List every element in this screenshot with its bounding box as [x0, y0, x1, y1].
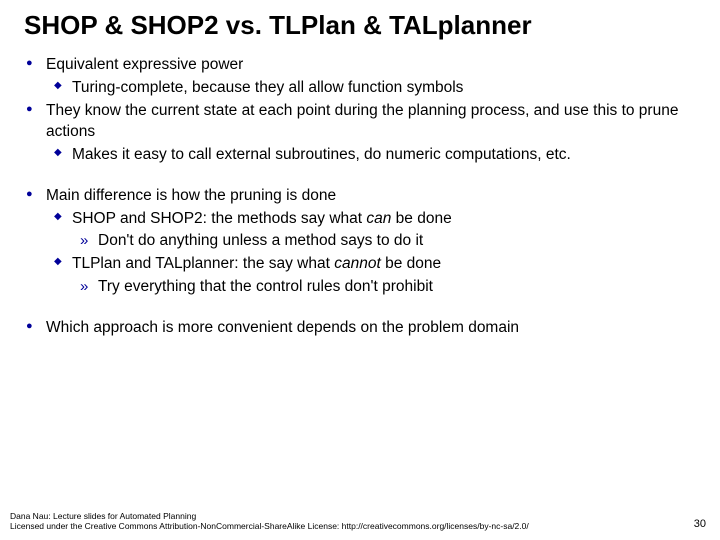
bullet-l3: Try everything that the control rules do… [24, 277, 696, 298]
text: be done [381, 255, 441, 272]
footer-line: Licensed under the Creative Commons Attr… [10, 521, 529, 532]
bullet-l1: Which approach is more convenient depend… [24, 318, 696, 339]
emphasis: can [366, 210, 391, 227]
slide-body: Equivalent expressive power Turing-compl… [24, 55, 696, 339]
footer-line: Dana Nau: Lecture slides for Automated P… [10, 511, 529, 522]
bullet-l2: Makes it easy to call external subroutin… [24, 145, 696, 166]
footer: Dana Nau: Lecture slides for Automated P… [10, 511, 529, 532]
bullet-l3: Don't do anything unless a method says t… [24, 231, 696, 252]
bullet-l1: Main difference is how the pruning is do… [24, 186, 696, 207]
bullet-l2: Turing-complete, because they all allow … [24, 78, 696, 99]
page-number: 30 [694, 518, 706, 530]
spacer [24, 168, 696, 186]
text: TLPlan and TALplanner: the say what [72, 255, 334, 272]
slide: SHOP & SHOP2 vs. TLPlan & TALplanner Equ… [0, 0, 720, 540]
bullet-l1: They know the current state at each poin… [24, 101, 696, 143]
bullet-l2: SHOP and SHOP2: the methods say what can… [24, 209, 696, 230]
spacer [24, 300, 696, 318]
text: be done [391, 210, 451, 227]
emphasis: cannot [334, 255, 381, 272]
bullet-l1: Equivalent expressive power [24, 55, 696, 76]
text: SHOP and SHOP2: the methods say what [72, 210, 366, 227]
bullet-l2: TLPlan and TALplanner: the say what cann… [24, 254, 696, 275]
slide-title: SHOP & SHOP2 vs. TLPlan & TALplanner [24, 10, 696, 41]
